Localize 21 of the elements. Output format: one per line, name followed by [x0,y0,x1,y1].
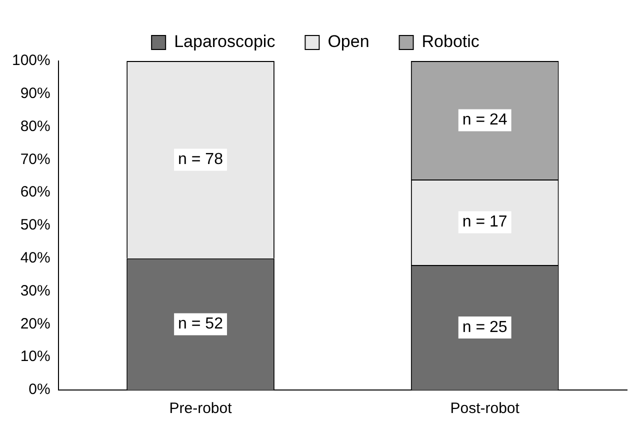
legend-label: Open [328,32,370,52]
legend-label: Laparoscopic [174,32,276,52]
annotation: n = 24 [462,112,508,129]
y-tick-label: 20% [20,315,50,332]
y-tick-label: 70% [20,150,50,168]
y-tick-label: 10% [20,348,50,366]
y-tick-label: 60% [20,184,50,201]
y-tick-label: 0% [28,381,50,398]
annotation: n = 78 [178,151,224,168]
y-tick-label: 90% [20,85,50,102]
x-tick-label: Pre-robot [169,400,233,418]
x-tick-label: Post-robot [450,400,520,418]
y-tick-label: 50% [20,216,50,234]
y-tick-label: 100% [12,52,50,70]
y-tick-label: 80% [20,118,50,135]
annotation: n = 52 [178,316,224,333]
annotation: n = 25 [462,318,508,336]
y-tick-label: 30% [20,282,50,300]
y-tick-label: 40% [20,250,50,267]
legend-label: Robotic [422,32,480,52]
annotation: n = 17 [462,214,508,231]
